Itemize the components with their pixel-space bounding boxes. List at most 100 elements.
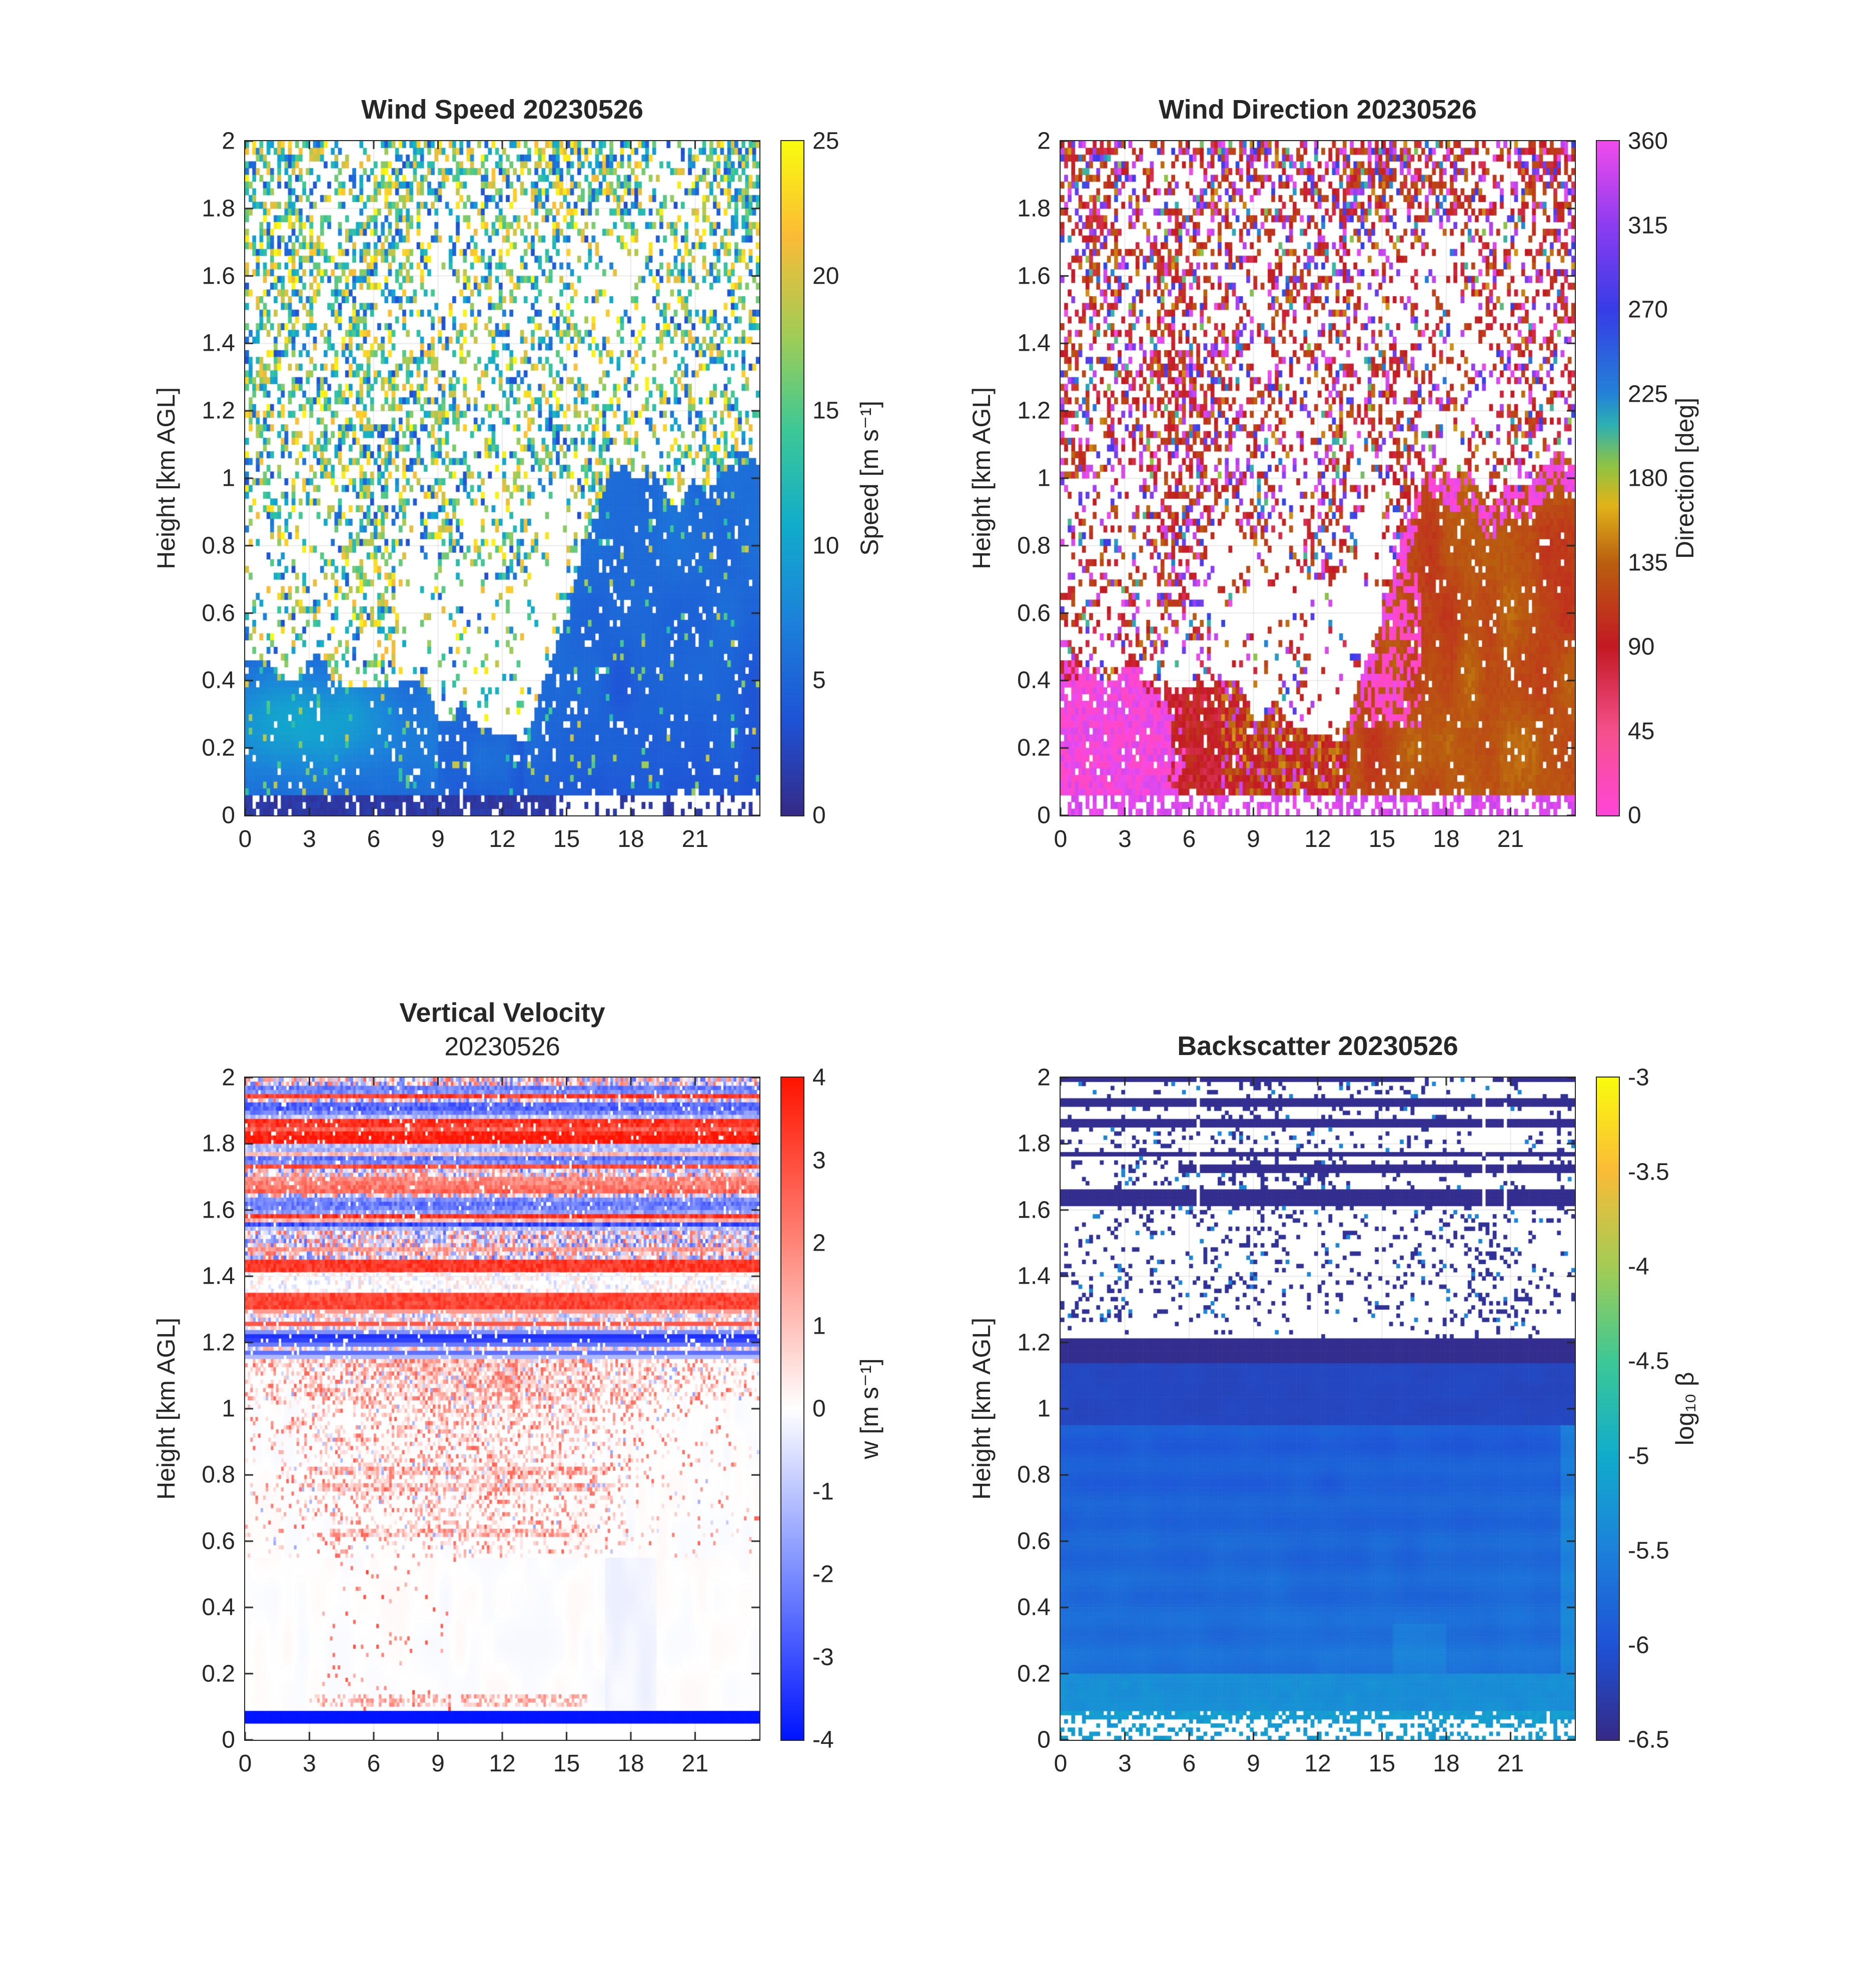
colorbar-tick-label: 2 bbox=[812, 1230, 826, 1257]
plot-subtitle: 20230526 bbox=[444, 1032, 560, 1062]
colorbar-tick-label: -1 bbox=[812, 1478, 834, 1505]
y-tick-label: 1.8 bbox=[1017, 1130, 1051, 1157]
colorbar-tick-label: -3 bbox=[812, 1644, 834, 1670]
colorbar-tick-label: 20 bbox=[812, 263, 839, 290]
colorbar-label: log₁₀ β bbox=[1671, 1372, 1699, 1446]
y-tick-label: 1.6 bbox=[202, 1197, 235, 1224]
colorbar-tick-label: 5 bbox=[812, 667, 826, 694]
colorbar-tick-label: -4.5 bbox=[1628, 1348, 1669, 1375]
x-tick-label: 3 bbox=[1118, 1750, 1132, 1777]
colorbar-tick-label: 45 bbox=[1628, 718, 1655, 744]
y-axis-ticks: 0 0.2 0.4 0.6 0.8 1 1.2 1.4 1.6 1.8 2 bbox=[202, 128, 759, 829]
x-tick-label: 15 bbox=[553, 1750, 580, 1777]
colorbar-tick-label: 180 bbox=[1628, 465, 1668, 492]
y-axis-label: Height [km AGL] bbox=[152, 1317, 180, 1500]
y-tick-label: 0.6 bbox=[202, 1528, 235, 1555]
colorbar-tick-label: 25 bbox=[812, 128, 839, 155]
x-axis-ticks: 0 3 6 9 12 15 18 21 bbox=[239, 1078, 759, 1777]
heatmap-canvas bbox=[1061, 141, 1575, 815]
x-tick-label: 0 bbox=[1054, 1750, 1068, 1777]
y-tick-label: 0 bbox=[1037, 802, 1051, 829]
x-tick-label: 3 bbox=[303, 826, 316, 852]
colorbar-tick-label: 360 bbox=[1628, 128, 1668, 155]
colorbar-tick-label: 315 bbox=[1628, 212, 1668, 239]
y-tick-label: 2 bbox=[222, 1064, 235, 1091]
colorbar-ticks: -3 -3.5 -4 -4.5 -5 -5.5 -6 -6.5 bbox=[1597, 1065, 1669, 1753]
x-tick-label: 21 bbox=[1497, 826, 1524, 852]
x-tick-label: 18 bbox=[1433, 1750, 1460, 1777]
colorbar-label: Direction [deg] bbox=[1671, 397, 1699, 559]
y-tick-label: 0 bbox=[222, 802, 235, 829]
y-axis-label: Height [km AGL] bbox=[152, 387, 180, 570]
colorbar-tick-label: 15 bbox=[812, 397, 839, 424]
colorbar-tick-label: -5 bbox=[1628, 1443, 1649, 1470]
x-tick-label: 6 bbox=[1182, 1750, 1196, 1777]
y-tick-label: 0.8 bbox=[1017, 532, 1051, 559]
colorbar-tick-label: 10 bbox=[812, 532, 839, 559]
y-tick-label: 2 bbox=[1037, 128, 1051, 155]
x-tick-label: 12 bbox=[1304, 826, 1331, 852]
colorbar-tick-label: -3 bbox=[1628, 1064, 1649, 1091]
x-tick-label: 0 bbox=[238, 1750, 252, 1777]
y-tick-label: 0.8 bbox=[202, 532, 235, 559]
y-tick-label: 1 bbox=[222, 465, 235, 492]
y-tick-label: 0 bbox=[222, 1726, 235, 1753]
colorbar-label: Speed [m s⁻¹] bbox=[855, 401, 883, 556]
colorbar-ticks: 0 5 10 15 20 25 bbox=[781, 128, 839, 829]
colorbar-canvas bbox=[1597, 141, 1619, 815]
x-axis-ticks: 0 3 6 9 12 15 18 21 bbox=[1054, 1078, 1575, 1777]
y-tick-label: 1.4 bbox=[1017, 1263, 1051, 1290]
x-tick-label: 6 bbox=[367, 1750, 381, 1777]
y-tick-label: 1.4 bbox=[1017, 330, 1051, 357]
x-tick-label: 18 bbox=[617, 826, 644, 852]
y-tick-label: 2 bbox=[222, 128, 235, 155]
y-tick-label: 1.4 bbox=[202, 1263, 235, 1290]
colorbar-canvas bbox=[781, 1078, 803, 1740]
plot-title-block: Wind Direction 20230526 bbox=[1060, 93, 1576, 127]
plot-area: 0 3 6 9 12 15 18 21 0 0.2 0.4 0.6 0.8 1 1.2 1.4 1.6 1.8 2 bbox=[1017, 1065, 1576, 1777]
x-tick-label: 18 bbox=[1433, 826, 1460, 852]
colorbar-tick-label: 4 bbox=[812, 1064, 826, 1091]
y-axis-ticks: 0 0.2 0.4 0.6 0.8 1 1.2 1.4 1.6 1.8 2 bbox=[1017, 1065, 1575, 1753]
colorbar-canvas bbox=[1597, 1078, 1619, 1740]
y-tick-label: 1.2 bbox=[1017, 397, 1051, 424]
colorbar-tick-label: -3.5 bbox=[1628, 1159, 1669, 1186]
y-tick-label: 1.8 bbox=[1017, 195, 1051, 222]
plot-area: 0 3 6 9 12 15 18 21 0 0.2 0.4 0.6 0.8 1 1.2 1.4 1.6 1.8 2 bbox=[1017, 128, 1576, 852]
y-tick-label: 0.6 bbox=[202, 600, 235, 627]
x-tick-label: 21 bbox=[681, 826, 709, 852]
y-tick-label: 1.6 bbox=[202, 263, 235, 290]
x-tick-label: 6 bbox=[367, 826, 381, 852]
plot-title-block: Wind Speed 20230526 bbox=[244, 93, 760, 127]
x-tick-label: 18 bbox=[617, 1750, 644, 1777]
y-tick-label: 1.8 bbox=[202, 195, 235, 222]
x-tick-label: 21 bbox=[1497, 1750, 1524, 1777]
x-tick-label: 12 bbox=[489, 1750, 516, 1777]
y-tick-label: 2 bbox=[1037, 1064, 1051, 1091]
x-tick-label: 15 bbox=[553, 826, 580, 852]
colorbar-tick-label: -5.5 bbox=[1628, 1537, 1669, 1564]
x-tick-label: 0 bbox=[238, 826, 252, 852]
y-axis-label: Height [km AGL] bbox=[968, 1317, 996, 1500]
colorbar-ticks: 0 45 90 135 180 225 270 315 360 bbox=[1597, 128, 1668, 829]
y-tick-label: 0.2 bbox=[1017, 734, 1051, 761]
y-tick-label: 1.6 bbox=[1017, 263, 1051, 290]
heatmap-canvas bbox=[1061, 1078, 1575, 1740]
y-tick-label: 1.2 bbox=[202, 397, 235, 424]
x-tick-label: 15 bbox=[1368, 1750, 1396, 1777]
y-tick-label: 0.4 bbox=[1017, 667, 1051, 694]
heatmap-canvas bbox=[245, 1078, 759, 1740]
y-tick-label: 1.2 bbox=[1017, 1329, 1051, 1356]
colorbar-tick-label: 135 bbox=[1628, 549, 1668, 576]
y-tick-label: 1 bbox=[222, 1395, 235, 1422]
y-tick-label: 0.4 bbox=[1017, 1594, 1051, 1621]
colorbar: 0 5 10 15 20 25 bbox=[780, 128, 839, 829]
colorbar-tick-label: -4 bbox=[812, 1726, 834, 1753]
x-tick-label: 15 bbox=[1368, 826, 1396, 852]
y-tick-label: 0 bbox=[1037, 1726, 1051, 1753]
y-axis-ticks: 0 0.2 0.4 0.6 0.8 1 1.2 1.4 1.6 1.8 2 bbox=[202, 1065, 759, 1753]
y-tick-label: 0.8 bbox=[1017, 1461, 1051, 1488]
colorbar-label: w [m s⁻¹] bbox=[855, 1358, 883, 1459]
x-tick-label: 0 bbox=[1054, 826, 1068, 852]
